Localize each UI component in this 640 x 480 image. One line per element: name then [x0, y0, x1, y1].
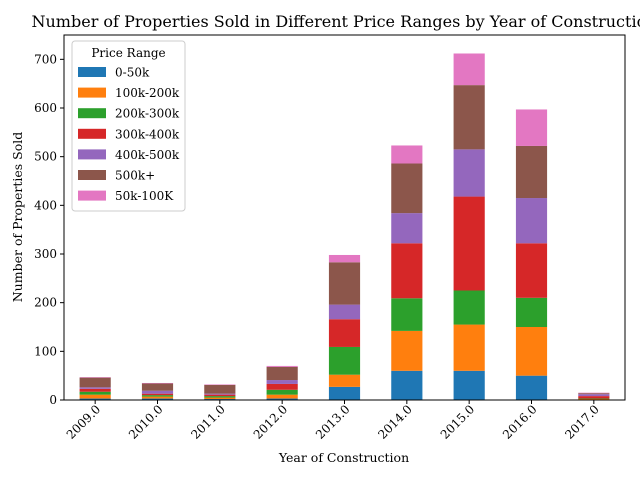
bar-2009.0-series-3 — [79, 388, 111, 392]
bar-2015.0-series-2 — [453, 290, 485, 325]
bar-2015.0-series-6 — [453, 53, 485, 86]
x-tick-label: 2016.0 — [500, 402, 540, 442]
legend-label: 50k-100K — [115, 189, 174, 203]
bar-2009.0-series-1 — [79, 394, 111, 399]
bar-2016.0-series-1 — [515, 327, 548, 376]
legend-swatch — [78, 170, 106, 180]
y-tick-label: 600 — [34, 101, 57, 115]
bar-2009.0-series-5 — [79, 377, 111, 388]
x-axis-label: Year of Construction — [278, 450, 409, 465]
legend-swatch — [78, 87, 106, 98]
bar-2010.0-series-2 — [141, 395, 174, 397]
bar-2012.0-series-6 — [266, 365, 298, 367]
legend-label: 400k-500k — [115, 148, 180, 162]
x-tick-label: 2012.0 — [251, 402, 291, 442]
bar-2010.0-series-0 — [141, 398, 174, 400]
bar-2016.0-series-0 — [515, 375, 548, 400]
bar-2016.0-series-2 — [515, 297, 548, 327]
x-tick-label: 2017.0 — [562, 402, 602, 442]
y-tick-label: 400 — [34, 198, 57, 212]
legend-swatch — [78, 128, 106, 139]
bar-2012.0-series-4 — [266, 380, 298, 384]
y-axis: 0 100 200 300 400 500 600 700 — [34, 52, 64, 407]
bar-2016.0-series-4 — [515, 198, 548, 244]
bar-2011.0-series-4 — [204, 393, 236, 395]
bar-2013.0-series-1 — [328, 374, 361, 387]
bar-2013.0-series-0 — [328, 386, 361, 400]
y-tick-label: 200 — [34, 296, 57, 310]
bar-2012.0-series-2 — [266, 389, 298, 395]
legend-label: 300k-400k — [115, 127, 180, 141]
bar-2013.0-series-6 — [328, 254, 361, 263]
legend-box — [71, 40, 186, 212]
bar-2009.0-series-0 — [79, 398, 111, 400]
x-tick-label: 2015.0 — [438, 402, 478, 442]
x-tick-label: 2010.0 — [126, 402, 166, 442]
bar-2011.0-series-5 — [204, 384, 236, 394]
legend-label: 500k+ — [115, 169, 155, 183]
x-tick-label: 2011.0 — [188, 402, 228, 442]
bar-2016.0-series-6 — [515, 109, 548, 146]
legend-label: 0-50k — [115, 66, 150, 80]
legend-label: 200k-300k — [115, 107, 180, 121]
bar-2011.0-series-1 — [204, 397, 236, 400]
bar-2014.0-series-0 — [391, 370, 423, 400]
y-tick-label: 700 — [34, 52, 57, 66]
bar-2014.0-series-2 — [391, 298, 423, 331]
y-tick-label: 0 — [49, 393, 57, 407]
x-tick-label: 2014.0 — [375, 402, 415, 442]
legend-swatch — [78, 108, 106, 119]
bar-2015.0-series-3 — [453, 196, 485, 291]
bar-2013.0-series-4 — [328, 304, 361, 320]
bar-2011.0-series-2 — [204, 396, 236, 398]
y-tick-label: 100 — [34, 344, 57, 358]
bar-2013.0-series-2 — [328, 346, 361, 375]
bar-2014.0-series-4 — [391, 213, 423, 244]
y-tick-label: 500 — [34, 150, 57, 164]
legend: Price Range 0-50k 100k-200k 200k-300k 300k-4… — [71, 40, 186, 212]
bar-2016.0-series-3 — [515, 243, 548, 298]
x-tick-label: 2013.0 — [313, 402, 353, 442]
bar-2016.0-series-5 — [515, 145, 548, 199]
bar-2017.0-series-3 — [578, 396, 610, 399]
bar-2015.0-series-4 — [453, 149, 485, 197]
bar-2010.0-series-3 — [141, 393, 174, 396]
legend-swatch — [78, 190, 106, 201]
bar-2012.0-series-0 — [266, 398, 298, 400]
bar-2012.0-series-5 — [266, 366, 298, 381]
bar-2015.0-series-5 — [453, 85, 485, 150]
bar-2017.0-series-5 — [578, 393, 610, 395]
legend-swatch — [78, 149, 106, 160]
bar-2012.0-series-3 — [266, 383, 298, 390]
bar-2014.0-series-6 — [391, 145, 423, 164]
bar-2009.0-series-4 — [79, 387, 111, 389]
bar-2014.0-series-5 — [391, 163, 423, 214]
bar-2015.0-series-0 — [453, 370, 485, 400]
x-axis: 2009.0 2010.0 2011.0 2012.0 2013.0 2014.0 2015… — [64, 400, 602, 442]
bar-2014.0-series-1 — [391, 330, 423, 371]
bars-layer — [79, 53, 610, 400]
bar-2015.0-series-1 — [453, 324, 485, 371]
legend-label: 100k-200k — [115, 86, 180, 100]
x-tick-label: 2009.0 — [64, 402, 104, 442]
bar-2012.0-series-1 — [266, 394, 298, 399]
y-axis-label: Number of Properties Sold — [10, 132, 25, 303]
legend-title: Price Range — [91, 46, 165, 60]
bar-2011.0-series-3 — [204, 394, 236, 397]
chart-title: Number of Properties Sold in Different P… — [32, 12, 640, 31]
y-tick-label: 300 — [34, 247, 57, 261]
bar-2017.0-series-4 — [578, 394, 610, 397]
legend-swatch — [78, 67, 106, 77]
bar-2010.0-series-4 — [141, 390, 174, 394]
bar-2013.0-series-3 — [328, 319, 361, 347]
bar-2014.0-series-3 — [391, 243, 423, 299]
bar-2010.0-series-1 — [141, 396, 174, 399]
bar-2010.0-series-5 — [141, 383, 174, 391]
bar-2013.0-series-5 — [328, 262, 361, 305]
bar-2009.0-series-2 — [79, 391, 111, 395]
